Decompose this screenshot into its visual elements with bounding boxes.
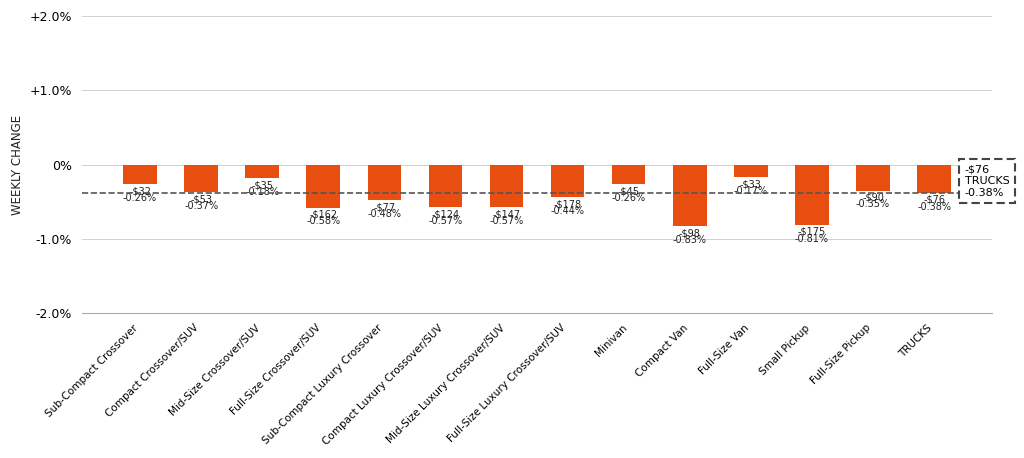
Bar: [184, 164, 218, 192]
Bar: [368, 164, 401, 200]
Bar: [673, 164, 707, 226]
Text: -0.38%: -0.38%: [918, 202, 951, 212]
Text: -$147: -$147: [493, 209, 520, 219]
Bar: [795, 164, 828, 225]
Text: -0.26%: -0.26%: [123, 193, 157, 203]
Text: -$175: -$175: [798, 227, 826, 237]
Text: -$124: -$124: [431, 209, 460, 219]
Text: -0.44%: -0.44%: [551, 206, 585, 216]
Text: -$32: -$32: [129, 186, 152, 196]
Text: -$33: -$33: [740, 180, 762, 190]
Text: -$98: -$98: [679, 229, 700, 238]
Bar: [306, 164, 340, 207]
Text: -$35: -$35: [251, 180, 273, 190]
Text: -0.35%: -0.35%: [856, 199, 890, 209]
Text: -$53: -$53: [190, 194, 212, 204]
Bar: [856, 164, 890, 191]
Bar: [123, 164, 157, 184]
Bar: [246, 164, 279, 178]
Bar: [429, 164, 462, 207]
Bar: [734, 164, 768, 177]
Text: -$90: -$90: [862, 193, 884, 203]
Bar: [551, 164, 585, 197]
Text: -0.58%: -0.58%: [306, 217, 340, 227]
Bar: [612, 164, 645, 184]
Bar: [489, 164, 523, 207]
Text: -$76
TRUCKS
-0.38%: -$76 TRUCKS -0.38%: [965, 164, 1010, 198]
Text: -0.18%: -0.18%: [245, 187, 280, 197]
Text: -0.57%: -0.57%: [489, 216, 523, 226]
Text: -0.81%: -0.81%: [795, 234, 828, 244]
Text: -$76: -$76: [923, 195, 945, 205]
Text: -0.57%: -0.57%: [428, 216, 463, 226]
Text: -0.17%: -0.17%: [734, 186, 768, 196]
Text: -0.26%: -0.26%: [611, 193, 646, 203]
Y-axis label: WEEKLY CHANGE: WEEKLY CHANGE: [11, 114, 25, 215]
Text: -0.37%: -0.37%: [184, 201, 218, 211]
Text: -$178: -$178: [554, 199, 582, 209]
Text: -$77: -$77: [374, 202, 395, 213]
Text: -0.48%: -0.48%: [368, 209, 401, 219]
Bar: [918, 164, 951, 193]
Text: -$45: -$45: [617, 186, 640, 196]
Text: -0.83%: -0.83%: [673, 235, 707, 245]
Text: -$162: -$162: [309, 210, 337, 220]
